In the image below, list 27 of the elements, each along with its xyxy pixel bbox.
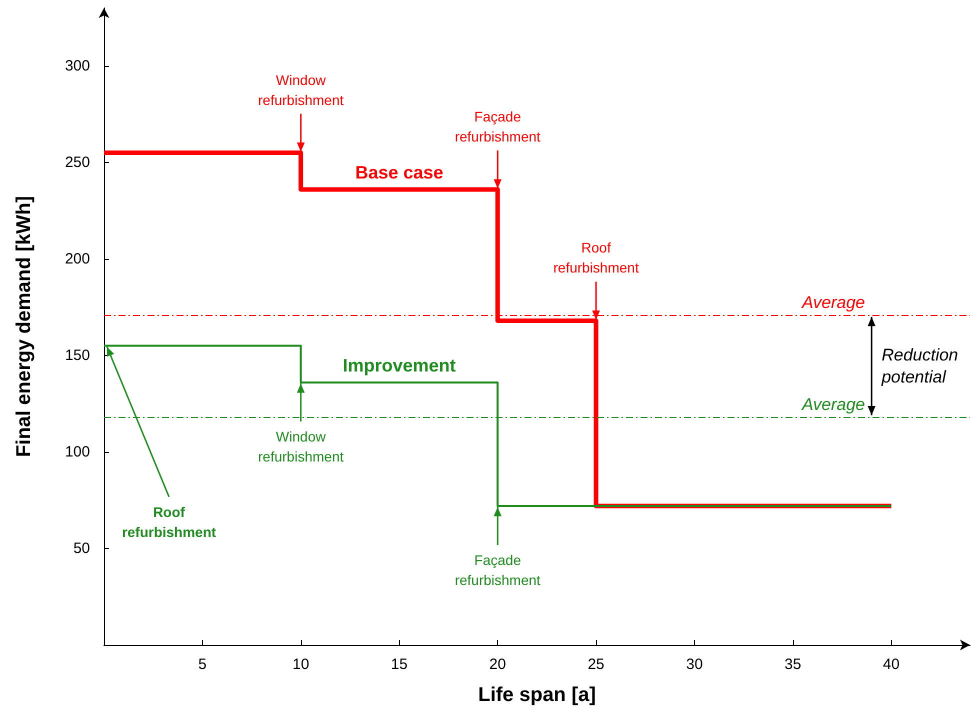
ref-line-label: Average — [800, 292, 865, 312]
x-tick-label: 40 — [882, 656, 900, 673]
x-tick-label: 35 — [784, 656, 802, 673]
annotation: Façade refurbishment — [454, 552, 541, 588]
annotation: Roof refurbishment — [553, 240, 639, 276]
series-label: Improvement — [342, 355, 456, 376]
y-tick-label: 150 — [64, 346, 90, 364]
x-tick-label: 15 — [390, 656, 408, 673]
annotation: Roof refurbishment — [122, 504, 216, 540]
y-axis-title: Final energy demand [kWh] — [13, 196, 35, 458]
y-tick-label: 300 — [64, 57, 90, 74]
annotation: Façade refurbishment — [454, 108, 541, 144]
series-label: Base case — [355, 162, 444, 182]
y-tick-label: 250 — [64, 154, 90, 171]
x-axis-title: Life span [a] — [478, 684, 596, 706]
annotation: Window refurbishment — [258, 428, 344, 464]
x-tick-label: 30 — [686, 656, 703, 673]
x-tick-label: 25 — [588, 656, 604, 673]
annotation: Reduction potential — [880, 346, 958, 387]
ref-line-label: Average — [800, 395, 865, 414]
x-tick-label: 5 — [198, 656, 207, 673]
y-tick-label: 200 — [64, 250, 90, 268]
y-tick-label: 50 — [73, 540, 90, 557]
x-tick-label: 20 — [489, 656, 506, 673]
x-tick-label: 10 — [292, 656, 310, 673]
y-tick-label: 100 — [64, 443, 90, 460]
annotation: Window refurbishment — [258, 72, 344, 108]
